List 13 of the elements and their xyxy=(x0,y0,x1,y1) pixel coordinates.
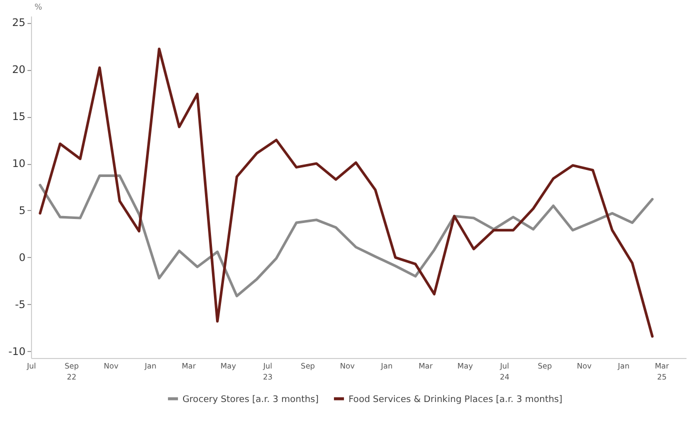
y-tick-label: 25 xyxy=(12,17,26,30)
y-tick-label: 5 xyxy=(18,204,26,217)
y-tick-label: 15 xyxy=(12,111,26,124)
legend-label: Food Services & Drinking Places [a.r. 3 months] xyxy=(348,394,562,405)
y-tick-label: 20 xyxy=(12,64,26,76)
y-axis-title: % xyxy=(34,2,42,12)
y-tick-label: -10 xyxy=(8,346,26,358)
line-series xyxy=(38,174,654,298)
legend-label: Grocery Stores [a.r. 3 months] xyxy=(182,394,319,405)
y-tick-label: 10 xyxy=(12,158,26,170)
y-tick-label: -5 xyxy=(15,298,26,311)
y-tick-label: 0 xyxy=(18,252,26,264)
line-series xyxy=(38,48,654,338)
